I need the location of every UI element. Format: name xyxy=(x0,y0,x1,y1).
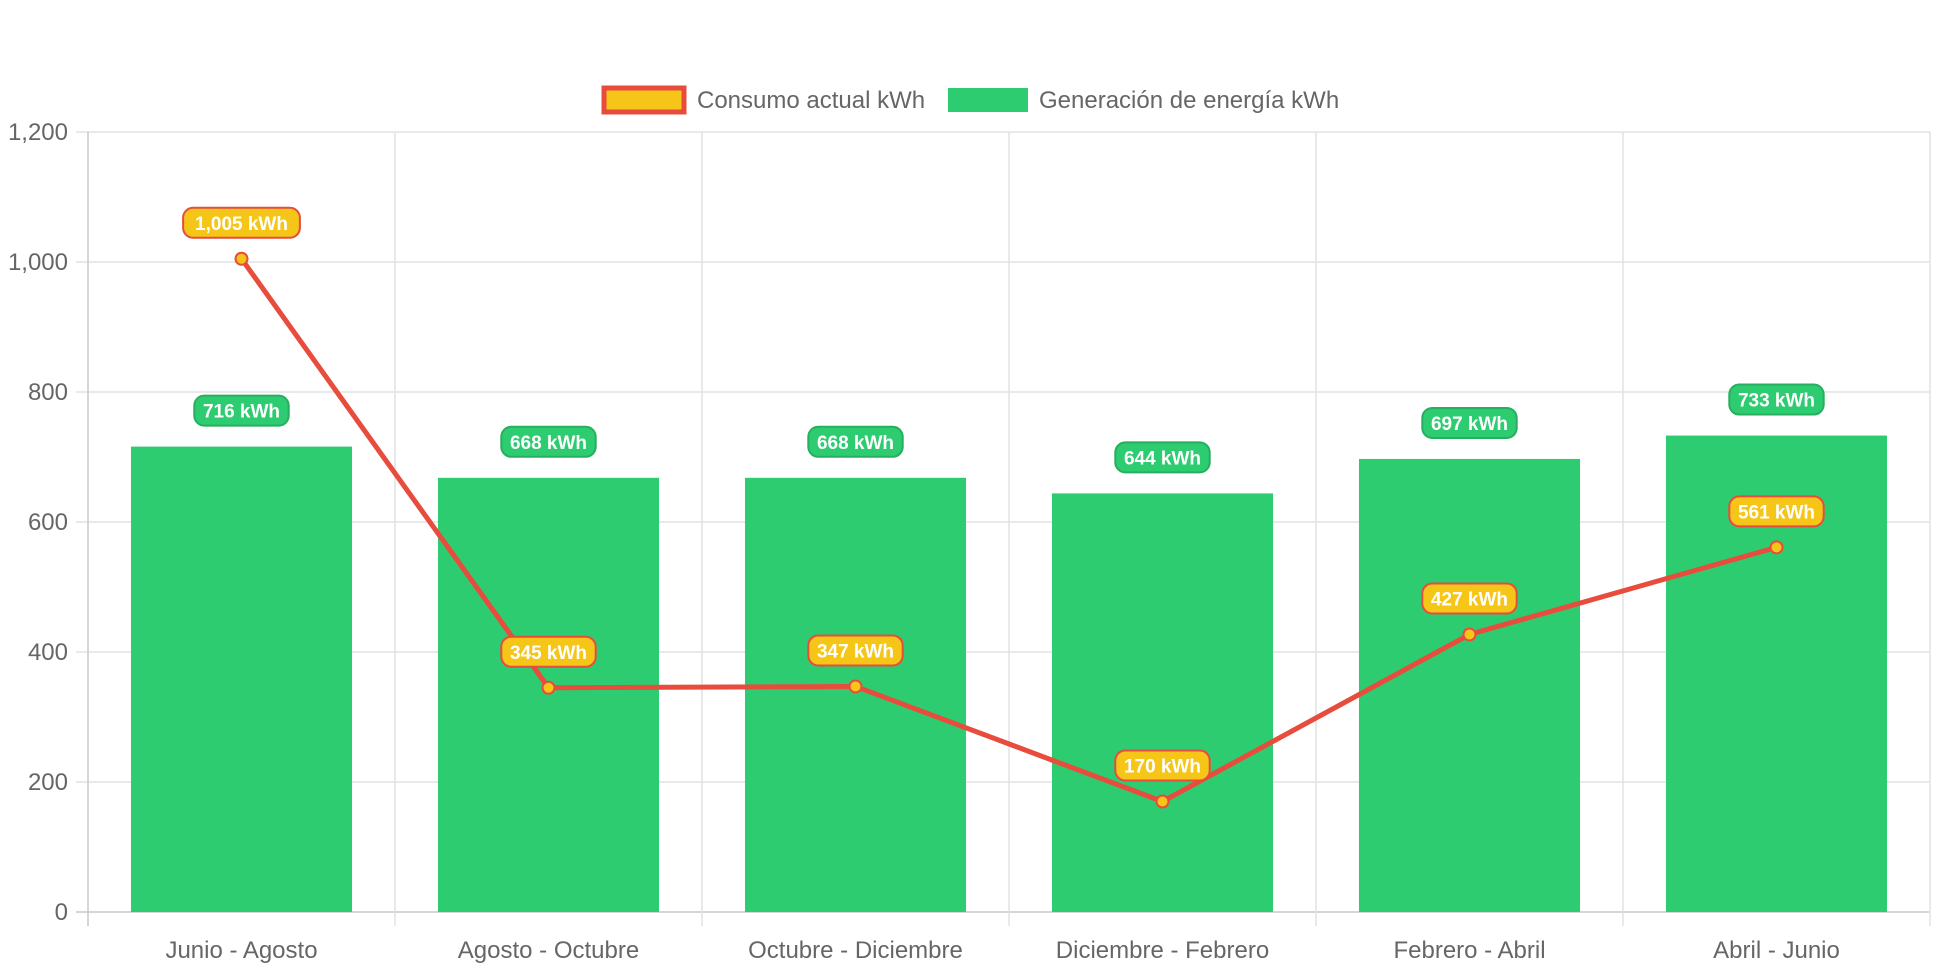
line-value-label: 427 kWh xyxy=(1421,582,1518,615)
bar-value-label: 733 kWh xyxy=(1728,383,1825,416)
bar-value-label: 668 kWh xyxy=(500,425,597,458)
line-value-label-bg xyxy=(182,206,301,239)
line-series xyxy=(234,251,1784,809)
line-value-label-bg xyxy=(500,635,597,668)
line-value-label: 1,005 kWh xyxy=(182,206,301,239)
bar-value-label: 668 kWh xyxy=(807,425,904,458)
bar[interactable] xyxy=(744,477,967,912)
x-tick-label: Abril - Junio xyxy=(1713,937,1840,964)
y-tick-label: 200 xyxy=(28,769,68,796)
bar-value-label-bg xyxy=(807,425,904,458)
x-tick-label: Diciembre - Febrero xyxy=(1056,937,1269,964)
legend-label-generacion: Generación de energía kWh xyxy=(1039,87,1339,114)
bar-value-label-text: 668 kWh xyxy=(817,433,894,454)
line-value-label-bg xyxy=(807,634,904,667)
line-value-label-bg xyxy=(1114,749,1211,782)
line-value-label-text: 347 kWh xyxy=(817,641,894,662)
legend-swatch-generacion xyxy=(948,88,1028,112)
bar-value-label-text: 716 kWh xyxy=(203,402,280,423)
line-value-label: 170 kWh xyxy=(1114,749,1211,782)
bar-value-label: 644 kWh xyxy=(1114,441,1211,474)
legend-label-consumo: Consumo actual kWh xyxy=(697,87,925,114)
bar[interactable] xyxy=(1051,493,1274,912)
x-tick-label: Junio - Agosto xyxy=(165,937,317,964)
line-point[interactable] xyxy=(1769,540,1784,555)
line-value-label-text: 1,005 kWh xyxy=(195,214,288,235)
line-point[interactable] xyxy=(541,680,556,695)
bar-value-label-text: 644 kWh xyxy=(1124,448,1201,469)
line-value-label-text: 345 kWh xyxy=(510,643,587,664)
line-value-label-text: 427 kWh xyxy=(1431,589,1508,610)
line-path xyxy=(239,257,1778,804)
line-value-label: 561 kWh xyxy=(1728,495,1825,528)
line-value-label-text: 170 kWh xyxy=(1124,757,1201,778)
bar-value-label-bg xyxy=(193,394,290,427)
line-value-label: 347 kWh xyxy=(807,634,904,667)
x-tick-label: Octubre - Diciembre xyxy=(748,937,963,964)
bar-value-label-text: 733 kWh xyxy=(1738,391,1815,412)
line-value-label-bg xyxy=(1421,582,1518,615)
bar-value-label-text: 668 kWh xyxy=(510,433,587,454)
bar-value-label-bg xyxy=(1728,383,1825,416)
line-value-label-bg xyxy=(1728,495,1825,528)
x-tick-label: Agosto - Octubre xyxy=(458,937,639,964)
bar-value-label-bg xyxy=(1114,441,1211,474)
line-point[interactable] xyxy=(1462,627,1477,642)
data-labels: 716 kWh 668 kWh 668 kWh 644 kWh 697 kWh 733 k… xyxy=(182,206,1825,782)
legend: Consumo actual kWh Generación de energía… xyxy=(601,85,1339,115)
bar[interactable] xyxy=(130,446,353,912)
y-tick-label: 400 xyxy=(28,639,68,666)
line-point[interactable] xyxy=(848,679,863,694)
y-tick-label: 0 xyxy=(55,899,68,926)
legend-swatch-consumo xyxy=(601,85,687,115)
x-tick-label: Febrero - Abril xyxy=(1393,937,1545,964)
bar-value-label: 697 kWh xyxy=(1421,406,1518,439)
y-tick-label: 1,200 xyxy=(8,119,68,146)
legend-item-consumo[interactable]: Consumo actual kWh xyxy=(601,85,925,115)
bar-value-label: 716 kWh xyxy=(193,394,290,427)
y-tick-label: 600 xyxy=(28,509,68,536)
line-point[interactable] xyxy=(234,251,249,266)
bar-value-label-bg xyxy=(1421,406,1518,439)
bar[interactable] xyxy=(437,477,660,912)
grid-lines xyxy=(76,131,1931,926)
legend-item-generacion[interactable]: Generación de energía kWh xyxy=(948,87,1339,114)
bar-value-label-text: 697 kWh xyxy=(1431,414,1508,435)
y-tick-label: 1,000 xyxy=(8,249,68,276)
axes: 0 200 400 600 800 1,000 1,200 Junio - Agosto Ago… xyxy=(8,119,1840,964)
line-value-label: 345 kWh xyxy=(500,635,597,668)
bar[interactable] xyxy=(1358,458,1581,912)
bar-value-label-bg xyxy=(500,425,597,458)
line-point[interactable] xyxy=(1155,794,1170,809)
line-value-label-text: 561 kWh xyxy=(1738,502,1815,523)
y-tick-label: 800 xyxy=(28,379,68,406)
